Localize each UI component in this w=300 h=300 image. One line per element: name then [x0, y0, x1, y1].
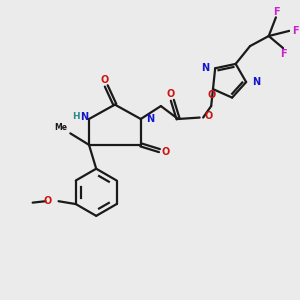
Text: N: N	[201, 63, 209, 73]
Text: O: O	[44, 196, 52, 206]
Text: N: N	[146, 114, 154, 124]
Text: O: O	[101, 75, 109, 85]
Text: O: O	[205, 111, 213, 121]
Text: F: F	[292, 26, 299, 36]
Text: F: F	[273, 7, 280, 16]
Text: H: H	[72, 112, 80, 121]
Text: N: N	[81, 112, 89, 122]
Text: O: O	[167, 89, 175, 99]
Text: O: O	[161, 147, 169, 157]
Text: F: F	[280, 49, 287, 59]
Text: Me: Me	[55, 123, 68, 132]
Text: O: O	[207, 90, 216, 100]
Text: N: N	[253, 77, 261, 87]
